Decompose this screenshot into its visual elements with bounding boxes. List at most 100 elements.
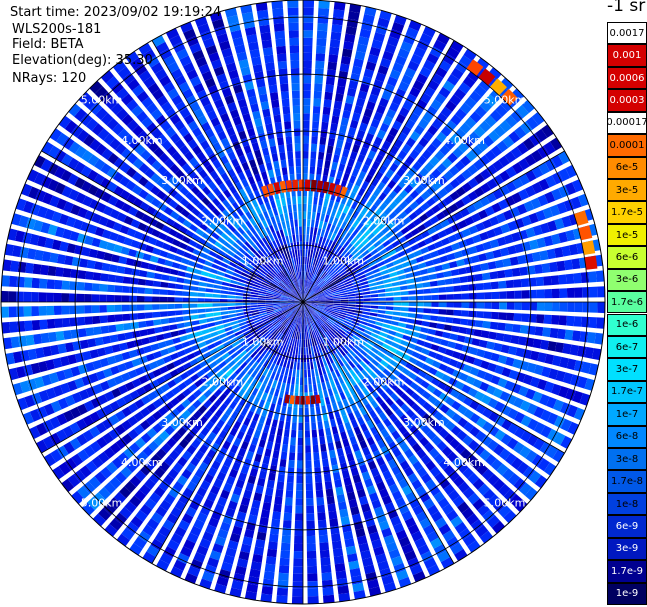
range-gate-cell: [278, 565, 290, 574]
range-gate-cell: [304, 377, 308, 385]
range-gate-cell: [386, 151, 396, 162]
range-gate-cell: [64, 457, 77, 471]
range-gate-cell: [172, 238, 181, 247]
range-gate-cell: [366, 419, 375, 429]
range-gate-cell: [290, 292, 298, 298]
range-gate-cell: [317, 344, 322, 352]
range-gate-cell: [340, 117, 349, 127]
range-gate-cell: [307, 308, 312, 315]
range-gate-cell: [300, 256, 303, 265]
range-gate-cell: [458, 267, 467, 275]
range-gate-cell: [348, 302, 356, 304]
range-gate-cell: [475, 525, 489, 538]
range-gate-cell: [551, 233, 561, 245]
range-gate-cell: [167, 282, 176, 289]
range-gate-cell: [281, 405, 287, 414]
range-gate-cell: [152, 247, 162, 256]
range-gate-cell: [415, 386, 426, 396]
range-gate-cell: [274, 291, 282, 295]
range-gate-cell: [170, 420, 181, 431]
range-gate-cell: [287, 302, 296, 304]
range-gate-cell: [240, 440, 249, 450]
range-gate-cell: [347, 428, 355, 438]
range-gate-cell: [140, 464, 152, 476]
range-gate-cell: [333, 300, 341, 302]
range-gate-cell: [348, 296, 356, 299]
range-gate-cell: [234, 330, 243, 337]
range-gate-cell: [156, 134, 168, 145]
range-gate-cell: [335, 440, 343, 450]
range-gate-cell: [559, 302, 568, 312]
range-gate-cell: [134, 144, 146, 156]
range-gate-cell: [209, 170, 219, 180]
range-gate-cell: [474, 273, 483, 282]
range-gate-cell: [191, 280, 200, 286]
range-gate-cell: [430, 315, 439, 322]
range-gate-cell: [369, 286, 378, 291]
range-gate-cell: [438, 188, 448, 198]
range-gate-cell: [188, 239, 198, 248]
range-gate-cell: [561, 215, 572, 228]
range-gate-cell: [475, 283, 484, 291]
range-gate-cell: [409, 149, 420, 160]
range-gate-cell: [181, 513, 194, 524]
range-gate-cell: [307, 211, 312, 220]
range-gate-cell: [235, 292, 244, 296]
range-gate-cell: [331, 362, 338, 371]
range-gate-cell: [277, 206, 283, 215]
range-gate-cell: [279, 325, 286, 333]
range-gate-cell: [388, 190, 398, 200]
range-gate-cell: [109, 264, 118, 273]
range-gate-cell: [227, 333, 236, 340]
range-gate-cell: [461, 293, 470, 300]
range-gate-cell: [152, 304, 160, 310]
range-gate-cell: [556, 260, 566, 272]
range-gate-cell: [69, 422, 81, 435]
range-gate-cell: [399, 106, 410, 118]
range-gate-cell: [275, 288, 283, 293]
range-gate-cell: [228, 313, 237, 318]
range-gate-cell: [445, 420, 456, 431]
range-gate-cell: [114, 304, 122, 312]
range-gate-cell: [318, 220, 324, 229]
range-gate-cell: [307, 219, 311, 227]
range-gate-cell: [284, 243, 289, 252]
range-gate-cell: [514, 218, 525, 229]
range-gate-cell: [448, 203, 459, 213]
range-gate-cell: [169, 245, 178, 254]
range-gate-cell: [425, 479, 437, 490]
colorbar-tick: 0.001: [607, 44, 647, 67]
range-gate-cell: [438, 392, 449, 402]
range-gate-cell: [351, 112, 361, 122]
range-gate-cell: [367, 579, 380, 589]
range-gate-cell: [242, 536, 253, 546]
range-gate-cell: [464, 96, 477, 109]
range-gate-cell: [462, 364, 473, 374]
range-gate-cell: [303, 296, 309, 302]
colorbar-tick: 1e-8: [607, 492, 647, 516]
range-gate-cell: [258, 271, 266, 278]
range-gate-cell: [18, 215, 29, 228]
range-gate-cell: [225, 433, 235, 444]
range-gate-cell: [420, 190, 431, 201]
range-gate-cell: [217, 203, 226, 213]
range-gate-cell: [160, 120, 172, 132]
range-gate-cell: [431, 168, 442, 179]
range-gate-cell: [382, 50, 394, 61]
range-gate-cell: [217, 528, 229, 539]
range-gate-cell: [67, 474, 80, 488]
range-gate-cell: [119, 225, 130, 235]
range-gate-cell: [307, 588, 319, 597]
range-gate-cell: [165, 339, 174, 347]
range-gate-cell: [459, 276, 468, 283]
range-gate-cell: [419, 167, 430, 178]
range-gate-cell: [340, 221, 348, 230]
range-gate-cell: [264, 563, 276, 573]
range-gate-cell: [376, 284, 385, 289]
range-gate-cell: [317, 278, 323, 285]
range-gate-cell: [294, 280, 299, 288]
range-gate-cell: [274, 496, 283, 505]
range-gate-cell: [290, 242, 294, 251]
range-gate-cell: [323, 310, 332, 314]
range-gate-cell: [133, 339, 143, 347]
